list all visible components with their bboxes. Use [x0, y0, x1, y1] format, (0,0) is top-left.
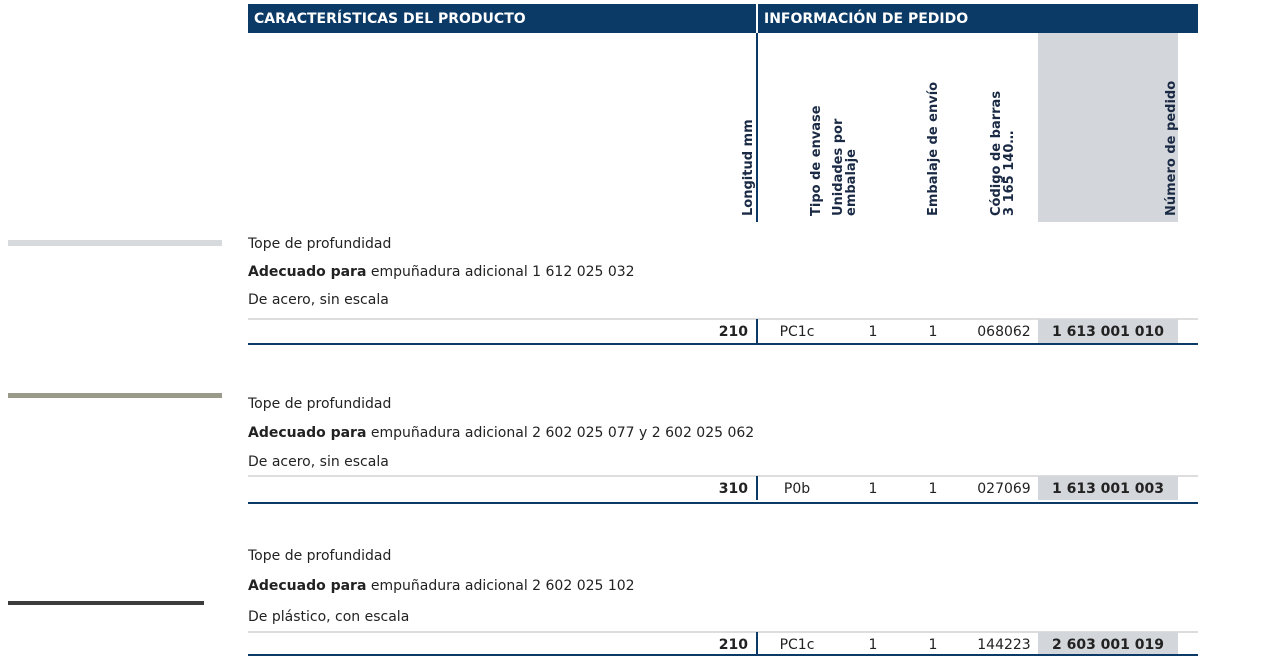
- product-suitability: Adecuado para empuñadura adicional 2 602…: [248, 578, 635, 594]
- row-value: 1: [929, 481, 938, 497]
- row-value: 210: [719, 324, 748, 340]
- suitable-text: empuñadura adicional 2 602 025 102: [371, 578, 635, 594]
- group-header: CARACTERÍSTICAS DEL PRODUCTO: [254, 10, 526, 27]
- suitable-label: Adecuado para: [248, 578, 366, 594]
- header-highlight: [1038, 33, 1178, 222]
- order-highlight: [1038, 632, 1178, 656]
- row-value: 2 603 001 019: [1052, 637, 1164, 653]
- row-value: 1 613 001 010: [1052, 324, 1164, 340]
- row-value: 1 613 001 003: [1052, 481, 1164, 497]
- row-value: 210: [719, 637, 748, 653]
- row-divider: [756, 476, 758, 500]
- column-header: Número de pedido: [1164, 81, 1179, 216]
- row-value: PC1c: [780, 324, 815, 340]
- column-header: Longitud mm: [741, 119, 756, 216]
- column-header: Tipo de envase: [809, 105, 824, 216]
- header-bar: [248, 4, 1198, 33]
- column-header: Unidades por: [831, 118, 846, 216]
- product-name: Tope de profundidad: [247, 396, 391, 412]
- row-value: 310: [719, 481, 748, 497]
- column-header: embalaje: [844, 149, 859, 216]
- row-value: 1: [869, 637, 878, 653]
- column-header: Código de barras: [989, 91, 1004, 216]
- product-name: Tope de profundidad: [247, 236, 391, 252]
- product-image: [8, 393, 222, 398]
- row-divider: [756, 632, 758, 656]
- group-header: INFORMACIÓN DE PEDIDO: [764, 9, 968, 27]
- suitable-label: Adecuado para: [248, 425, 366, 441]
- column-header: Embalaje de envío: [926, 82, 941, 216]
- product-image: [8, 601, 204, 605]
- suitable-text: empuñadura adicional 1 612 025 032: [371, 264, 635, 280]
- column-header: 3 165 140…: [1002, 131, 1017, 216]
- suitable-label: Adecuado para: [248, 264, 366, 280]
- product-name: Tope de profundidad: [247, 548, 391, 564]
- product-suitability: Adecuado para empuñadura adicional 2 602…: [248, 425, 754, 441]
- order-highlight: [1038, 476, 1178, 500]
- header-divider: [756, 33, 758, 222]
- product-material: De acero, sin escala: [248, 292, 389, 308]
- row-value: 1: [929, 324, 938, 340]
- row-value: 068062: [977, 324, 1030, 340]
- suitable-text: empuñadura adicional 2 602 025 077 y 2 6…: [371, 425, 754, 441]
- row-value: 144223: [977, 637, 1030, 653]
- product-suitability: Adecuado para empuñadura adicional 1 612…: [248, 264, 635, 280]
- product-image: [8, 240, 222, 246]
- product-material: De acero, sin escala: [248, 454, 389, 470]
- row-value: PC1c: [780, 637, 815, 653]
- row-value: 027069: [977, 481, 1030, 497]
- row-value: 1: [869, 324, 878, 340]
- row-value: 1: [929, 637, 938, 653]
- order-highlight: [1038, 319, 1178, 343]
- row-value: P0b: [784, 481, 810, 497]
- row-divider: [756, 319, 758, 343]
- row-value: 1: [869, 481, 878, 497]
- product-material: De plástico, con escala: [248, 609, 409, 625]
